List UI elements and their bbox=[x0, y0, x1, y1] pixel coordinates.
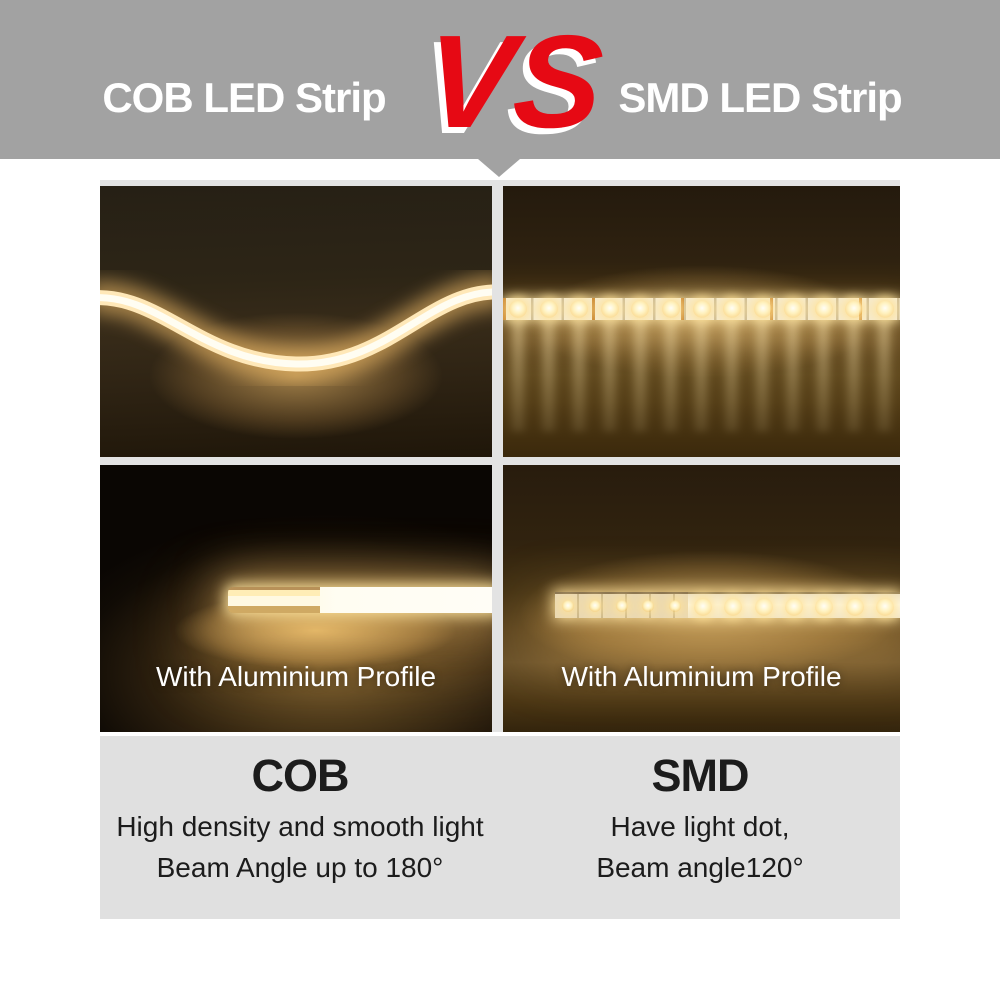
led-dot bbox=[600, 300, 619, 318]
led-dot bbox=[668, 600, 681, 612]
led-dot bbox=[815, 598, 834, 616]
cob-feature-line-2: Beam Angle up to 180° bbox=[156, 852, 444, 883]
aluminium-profile-caption: With Aluminium Profile bbox=[561, 661, 842, 692]
smd-feature-line-1: Have light dot, bbox=[610, 811, 790, 842]
led-dot bbox=[562, 600, 575, 612]
cob-heading: COB bbox=[251, 750, 350, 801]
led-dot bbox=[814, 300, 833, 318]
smd-led-strip bbox=[503, 298, 900, 320]
led-dot bbox=[615, 600, 628, 612]
header-left-title: COB LED Strip bbox=[102, 74, 386, 121]
led-dot bbox=[785, 598, 803, 616]
shadow-fade bbox=[503, 320, 900, 457]
photo-cob-aluminium-profile: With Aluminium Profile bbox=[100, 465, 492, 732]
led-dot bbox=[631, 300, 650, 318]
led-dot bbox=[845, 300, 864, 318]
cob-feature-line-1: High density and smooth light bbox=[116, 811, 484, 842]
cob-light-wave bbox=[100, 275, 492, 382]
led-dot bbox=[724, 598, 743, 616]
led-dot bbox=[694, 598, 713, 616]
header-banner: COB LED Strip VS SMD LED Strip bbox=[0, 0, 1000, 159]
smd-aluminium-bar bbox=[555, 592, 900, 618]
led-dot bbox=[642, 600, 655, 612]
diffuser-section bbox=[688, 592, 900, 618]
led-dot bbox=[588, 600, 601, 612]
led-dot bbox=[661, 300, 680, 318]
photo-cob-strip-curve bbox=[100, 186, 492, 457]
led-dot bbox=[784, 300, 803, 318]
cob-column: COB High density and smooth light Beam A… bbox=[100, 736, 500, 919]
banner-pointer-triangle bbox=[478, 159, 520, 177]
led-dot bbox=[845, 598, 864, 616]
led-dot bbox=[723, 300, 742, 318]
bare-smd-section bbox=[555, 592, 688, 618]
led-dot bbox=[692, 300, 711, 318]
vs-label: VS bbox=[420, 8, 608, 155]
led-dot bbox=[754, 598, 773, 616]
smd-heading: SMD bbox=[651, 750, 750, 801]
led-dot bbox=[509, 300, 528, 318]
header-right-title: SMD LED Strip bbox=[618, 74, 902, 121]
led-dot bbox=[875, 300, 894, 318]
smd-feature-line-2: Beam angle120° bbox=[596, 852, 804, 883]
led-dot bbox=[539, 300, 558, 318]
smd-column: SMD Have light dot, Beam angle120° bbox=[500, 736, 900, 919]
photo-smd-strip-dots bbox=[503, 186, 900, 457]
aluminium-profile-caption: With Aluminium Profile bbox=[155, 661, 437, 692]
cob-aluminium-bar bbox=[228, 587, 492, 613]
led-dot bbox=[570, 300, 589, 318]
led-dot bbox=[875, 598, 894, 616]
photo-grid: With Aluminium Profile With Aluminium Pr… bbox=[100, 180, 900, 732]
comparison-panel: COB High density and smooth light Beam A… bbox=[100, 736, 900, 919]
photo-smd-aluminium-profile: With Aluminium Profile bbox=[503, 465, 900, 732]
led-dot bbox=[753, 300, 772, 318]
